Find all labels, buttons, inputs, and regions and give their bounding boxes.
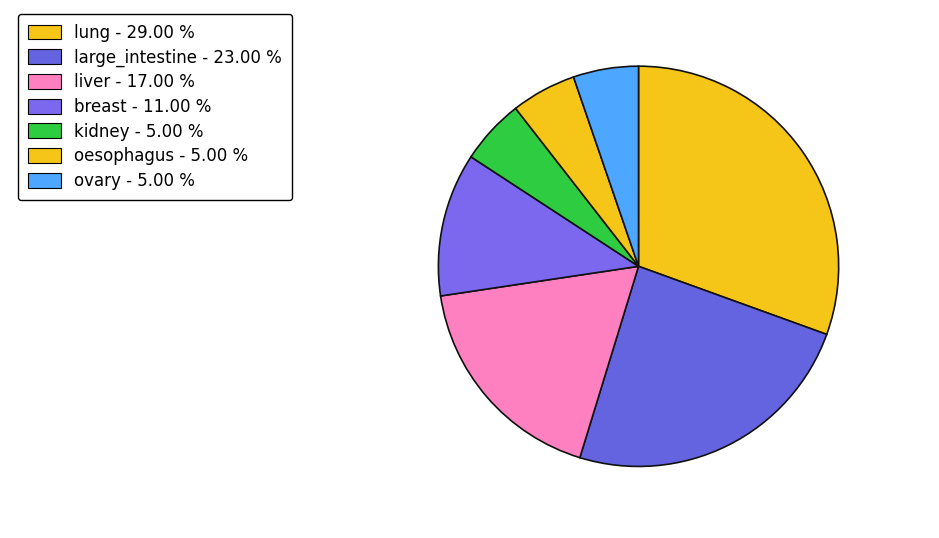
- Wedge shape: [471, 108, 639, 266]
- Wedge shape: [579, 266, 826, 466]
- Legend: lung - 29.00 %, large_intestine - 23.00 %, liver - 17.00 %, breast - 11.00 %, ki: lung - 29.00 %, large_intestine - 23.00 …: [18, 13, 292, 200]
- Wedge shape: [440, 266, 639, 458]
- Wedge shape: [439, 157, 639, 296]
- Wedge shape: [639, 66, 839, 335]
- Wedge shape: [516, 77, 639, 266]
- Wedge shape: [574, 66, 639, 266]
